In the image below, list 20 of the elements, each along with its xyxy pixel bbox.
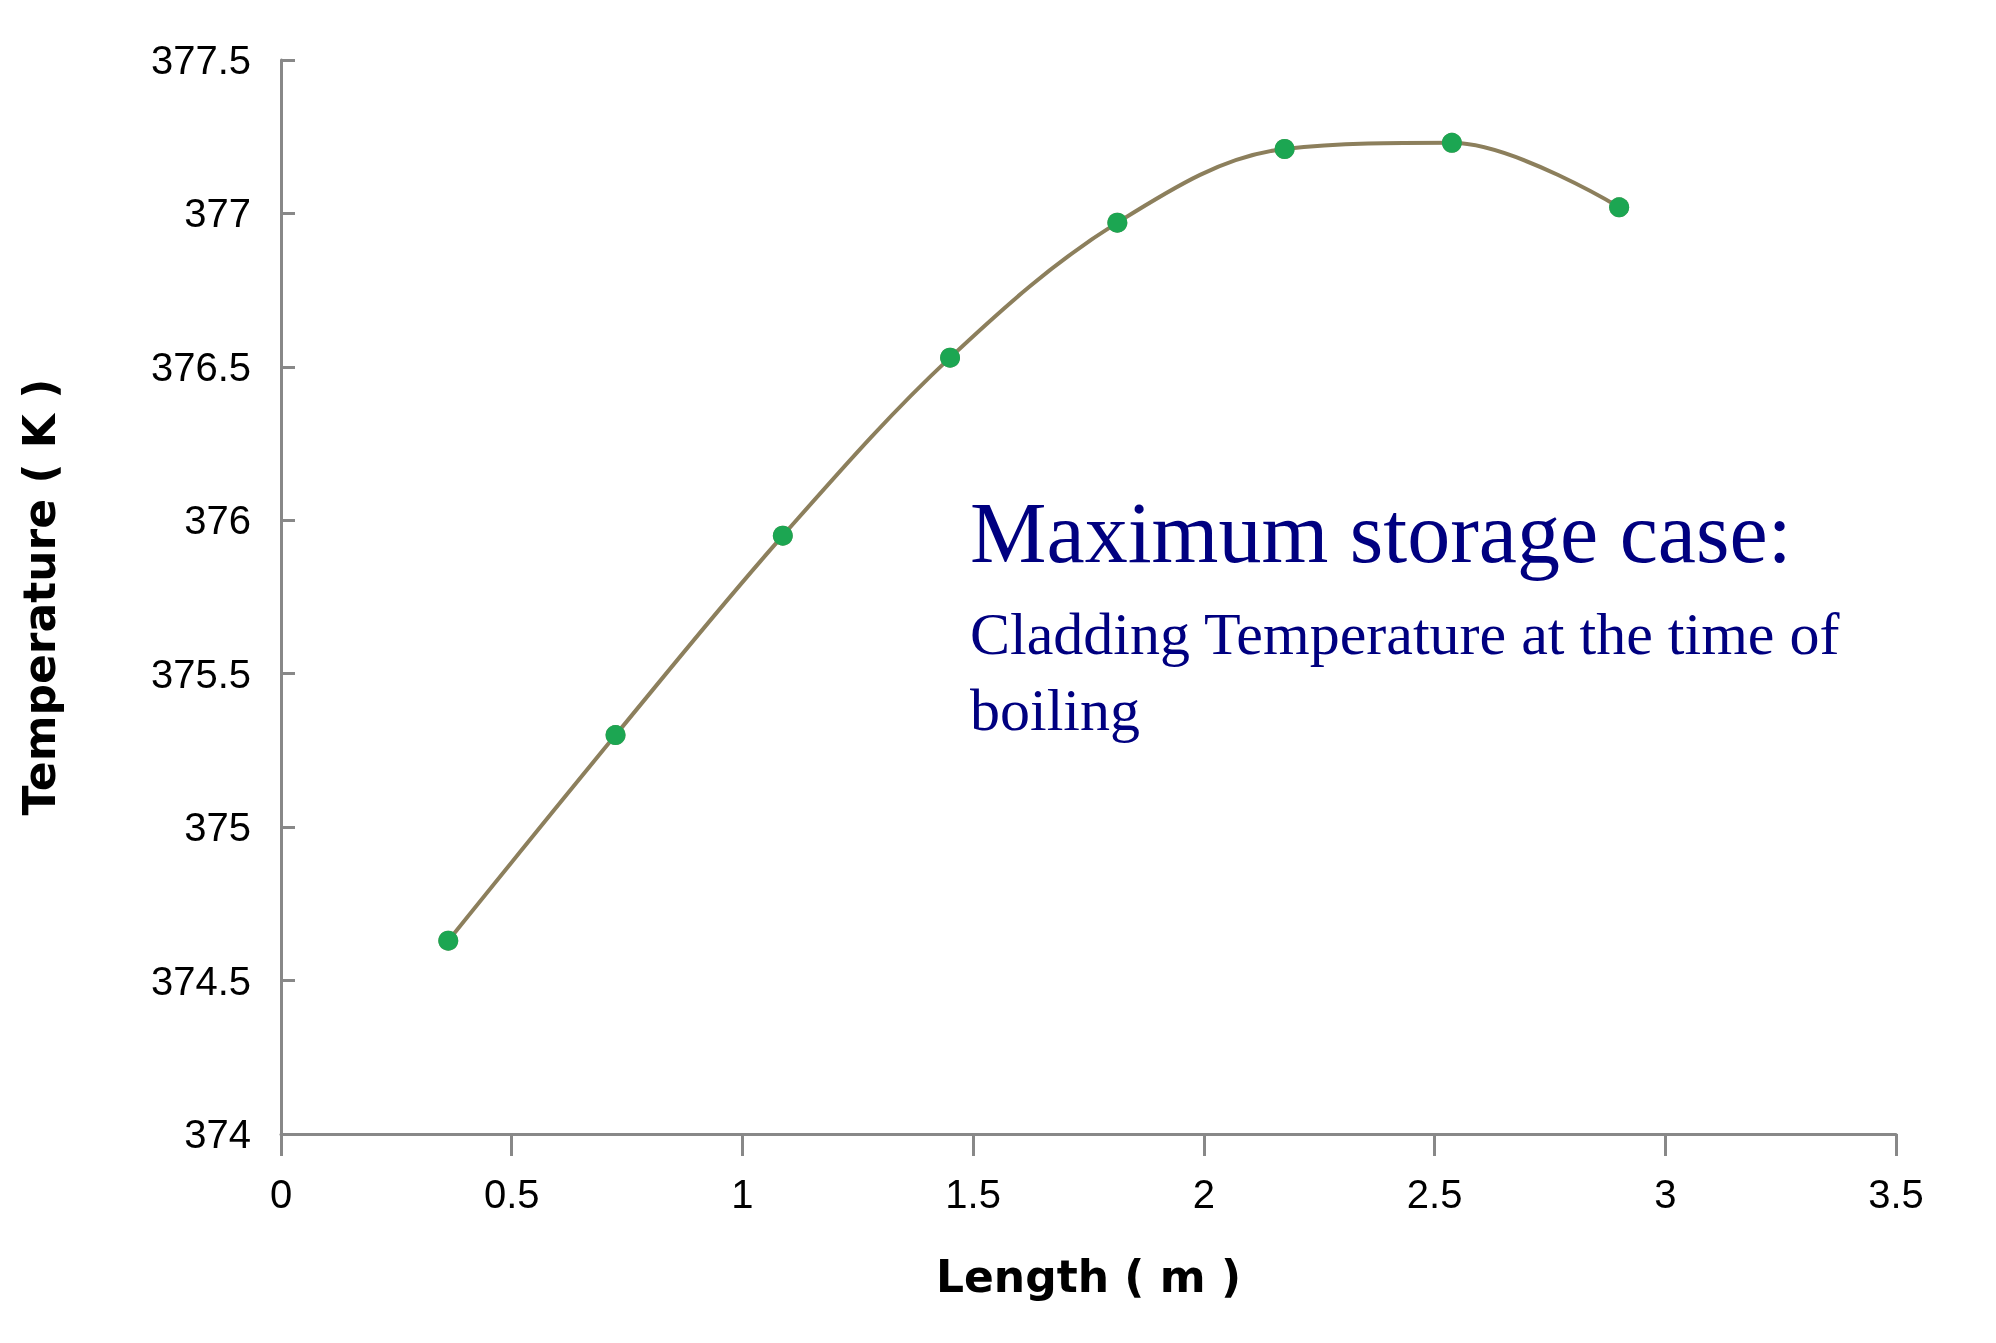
- y-tick-label: 376: [184, 498, 251, 543]
- y-tick-label: 377: [184, 191, 251, 236]
- y-tick-label: 374: [184, 1112, 251, 1156]
- y-axis-title: Temperature ( K ): [13, 378, 65, 816]
- x-tick-label: 1.5: [945, 1172, 1001, 1216]
- y-tick-label: 374.5: [150, 958, 251, 1003]
- x-tick-label: 0: [269, 1172, 293, 1216]
- x-tick-label: 2.5: [1406, 1172, 1463, 1216]
- x-tick-label: 1: [731, 1172, 754, 1216]
- y-tick-label: 375: [184, 805, 251, 850]
- x-tick-label: 3.5: [1868, 1172, 1924, 1216]
- y-tick-label: 376.5: [150, 344, 251, 389]
- annotation: Maximum storage case:: [970, 485, 1792, 581]
- x-tick-label: 3: [1654, 1172, 1677, 1216]
- y-tick-label: 377.5: [150, 38, 251, 82]
- y-tick-label: 375.5: [150, 651, 251, 696]
- annotation: Cladding Temperature at the time of boiling: [970, 601, 1855, 743]
- x-axis-title: Length ( m ): [935, 1250, 1242, 1302]
- x-tick-label: 0.5: [483, 1172, 540, 1216]
- x-tick-label: 2: [1192, 1172, 1215, 1216]
